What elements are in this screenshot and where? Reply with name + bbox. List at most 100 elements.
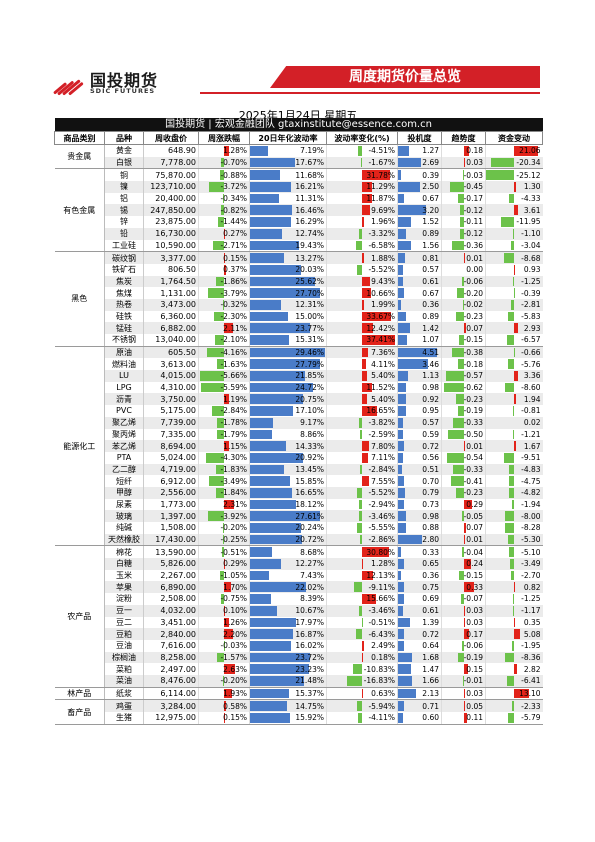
vol-bar <box>250 547 272 558</box>
chg-bar <box>207 511 224 521</box>
fund-value: -5.30 <box>521 535 541 545</box>
cell-chg: 1.93% <box>198 687 250 701</box>
cell-volchg: 0.18% <box>326 651 398 664</box>
vol-value: 17.97% <box>295 617 324 627</box>
cell-volchg: -3.46% <box>326 604 398 617</box>
chg-bar <box>224 617 230 628</box>
volchg-value: 10.66% <box>366 288 395 298</box>
volchg-bar <box>362 394 367 405</box>
cell-vol: 15.92% <box>249 712 327 725</box>
chg-value: 1.70% <box>223 582 247 592</box>
cell-trend: 0.01 <box>441 533 486 547</box>
cell-spec: 0.75 <box>397 581 442 594</box>
volchg-value: 11.87% <box>366 194 395 204</box>
chg-bar <box>224 664 235 674</box>
trend-value: -0.19 <box>463 652 483 662</box>
cell-trend: 0.33 <box>441 581 486 594</box>
cell-volchg: 33.67% <box>326 310 398 323</box>
close-price: 3,473.00 <box>143 298 199 311</box>
chg-bar <box>200 382 224 393</box>
category-label: 能源化工 <box>54 346 105 547</box>
vol-bar <box>250 157 295 168</box>
spec-bar <box>398 629 405 639</box>
cell-fund: -8.60 <box>484 381 543 394</box>
fund-value: -6.41 <box>521 676 541 686</box>
volchg-bar <box>359 228 362 239</box>
cell-chg: 1.70% <box>198 581 250 594</box>
commodity-name: 甲醇 <box>104 486 144 499</box>
cell-trend: -0.01 <box>441 674 486 688</box>
cell-volchg: -3.46% <box>326 510 398 522</box>
trend-value: -0.05 <box>463 511 483 521</box>
cell-fund: -5.83 <box>484 310 543 323</box>
chg-bar <box>224 394 229 405</box>
commodity-name: 工业硅 <box>104 239 144 253</box>
trend-bar <box>462 299 464 310</box>
spec-bar <box>398 193 404 204</box>
cell-spec: 0.88 <box>397 522 442 534</box>
table-row: LPG 4,310.00 -5.59% 24.72% 11.52% 0.98 -0.62 -8… <box>55 381 543 394</box>
volchg-bar <box>362 452 369 463</box>
vol-value: 29.46% <box>295 348 324 358</box>
volchg-bar <box>358 605 362 616</box>
volchg-value: 4.11% <box>371 359 395 369</box>
volchg-bar <box>362 594 376 604</box>
table-row: 纯碱 1,508.00 -0.20% 20.24% -5.55% 0.88 0.07 -8.2… <box>55 522 543 534</box>
chg-bar <box>224 146 230 156</box>
volchg-value: -5.55% <box>368 523 395 533</box>
cell-volchg: 12.13% <box>326 569 398 582</box>
cell-fund: -1.25 <box>484 593 543 605</box>
cell-volchg: -1.67% <box>326 156 398 170</box>
cell-fund: -8.36 <box>484 651 543 664</box>
cell-volchg: 30.80% <box>326 545 398 559</box>
spec-value: 0.89 <box>422 311 439 321</box>
fund-value: 5.08 <box>523 629 541 639</box>
commodity-name: 焦煤 <box>104 287 144 299</box>
table-row: 菜油 8,476.00 -0.20% 21.48% -16.83% 1.66 -0.01 -6… <box>55 674 543 688</box>
spec-bar <box>398 217 412 227</box>
cell-volchg: 0.63% <box>326 687 398 701</box>
spec-value: 0.39 <box>422 170 439 180</box>
spec-value: 0.33 <box>422 547 439 557</box>
trend-bar <box>461 511 464 521</box>
volchg-bar <box>359 534 362 545</box>
fund-value: 2.93 <box>523 323 541 333</box>
spec-value: 0.79 <box>422 488 439 498</box>
trend-value: -0.17 <box>463 194 483 204</box>
spec-value: 0.36 <box>422 571 439 581</box>
chg-bar <box>224 701 227 711</box>
cell-fund: -8.68 <box>484 251 543 264</box>
trend-bar <box>453 464 464 475</box>
cell-spec: 0.92 <box>397 393 442 406</box>
fund-bar <box>513 406 515 416</box>
cell-trend: -0.38 <box>441 346 486 359</box>
volchg-value: 9.69% <box>371 205 395 215</box>
table-row: 贵金属 黄金 648.90 1.28% 7.19% -4.51% 1.27 0.18 21.06 <box>54 144 543 170</box>
vol-bar <box>250 664 309 674</box>
cell-fund: 1.67 <box>484 440 543 452</box>
table-row: 不锈钢 13,040.00 -2.10% 15.31% 37.41% 1.07 -0.15 -… <box>55 334 543 347</box>
cell-chg: -2.84% <box>198 405 250 417</box>
chg-bar <box>217 359 224 370</box>
fund-value: -1.21 <box>521 429 541 439</box>
cell-vol: 23.77% <box>249 322 327 334</box>
cell-chg: 1.19% <box>198 393 250 406</box>
spec-value: 3.20 <box>422 205 439 215</box>
table-row: PTA 5,024.00 -4.30% 20.92% 7.11% 0.56 -0.54 -9.… <box>55 451 543 464</box>
chg-value: 1.28% <box>223 146 247 156</box>
vol-value: 20.24% <box>295 523 324 533</box>
spec-bar <box>398 534 423 545</box>
logo-text-cn: 国投期货 <box>90 71 159 90</box>
spec-bar <box>398 394 406 405</box>
close-price: 17,430.00 <box>143 533 199 547</box>
commodity-name: 聚丙烯 <box>104 428 144 441</box>
trend-value: -0.06 <box>463 641 483 651</box>
volchg-value: -4.51% <box>368 146 395 156</box>
vol-bar <box>250 429 273 440</box>
trend-value: -0.01 <box>463 676 483 686</box>
trend-value: 0.03 <box>466 688 483 698</box>
trend-value: -0.11 <box>463 217 483 227</box>
trend-bar <box>463 713 467 723</box>
trend-value: -0.45 <box>463 182 483 192</box>
cell-trend: -0.54 <box>441 451 486 464</box>
